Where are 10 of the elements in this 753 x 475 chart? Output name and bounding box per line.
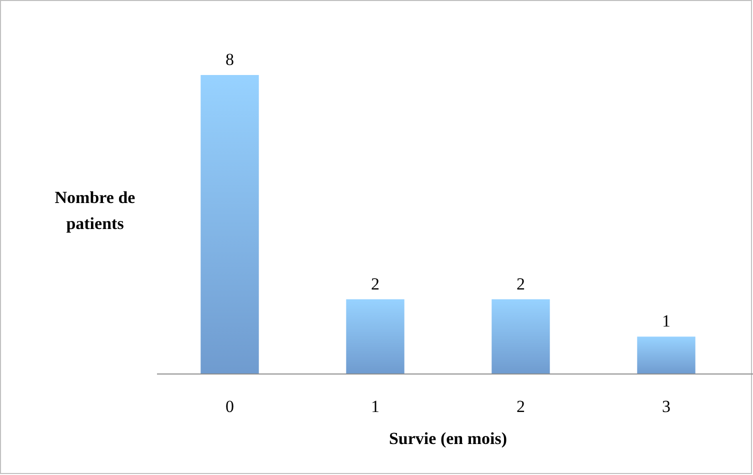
- x-tick-label: 0: [226, 397, 234, 416]
- x-axis-title: Survie (en mois): [388, 429, 508, 448]
- y-axis-title: Nombre de patients: [54, 188, 136, 233]
- data-label: 8: [226, 50, 234, 69]
- x-tick-label: 1: [371, 397, 380, 416]
- x-tick-label: 3: [662, 397, 670, 416]
- data-label: 2: [516, 274, 525, 294]
- data-label: 1: [662, 312, 670, 331]
- data-label: 2: [371, 274, 380, 294]
- x-tick-label: 2: [516, 397, 525, 416]
